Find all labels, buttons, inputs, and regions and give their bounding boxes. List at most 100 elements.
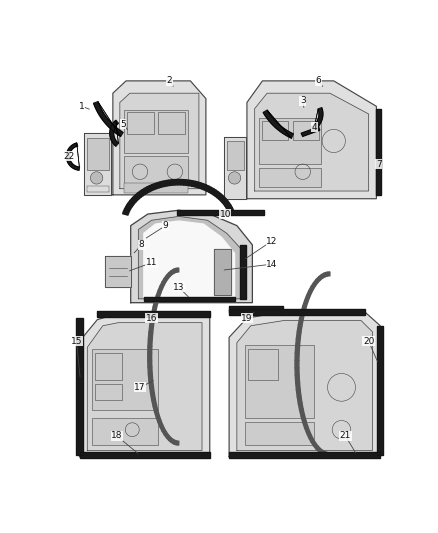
- Polygon shape: [77, 318, 83, 455]
- Polygon shape: [197, 182, 201, 188]
- Polygon shape: [174, 440, 177, 445]
- Polygon shape: [307, 431, 311, 438]
- Polygon shape: [224, 137, 246, 199]
- Text: 22: 22: [63, 152, 74, 161]
- Polygon shape: [155, 183, 159, 189]
- Polygon shape: [138, 216, 242, 299]
- Bar: [293, 121, 319, 140]
- Polygon shape: [151, 393, 155, 401]
- Polygon shape: [127, 203, 133, 207]
- Bar: [259, 168, 321, 187]
- Bar: [92, 418, 158, 445]
- Polygon shape: [177, 210, 264, 215]
- Bar: [95, 384, 122, 400]
- Polygon shape: [189, 180, 193, 186]
- Bar: [124, 183, 188, 192]
- Polygon shape: [151, 312, 155, 320]
- Polygon shape: [149, 380, 153, 388]
- Polygon shape: [94, 102, 123, 136]
- Polygon shape: [147, 186, 152, 192]
- Bar: [87, 138, 109, 170]
- Polygon shape: [321, 450, 325, 456]
- Polygon shape: [174, 268, 177, 273]
- Polygon shape: [124, 209, 130, 213]
- Polygon shape: [149, 185, 154, 190]
- Polygon shape: [237, 320, 372, 450]
- Polygon shape: [295, 368, 299, 375]
- Polygon shape: [311, 439, 315, 446]
- Text: 18: 18: [111, 431, 123, 440]
- Polygon shape: [67, 143, 79, 170]
- Polygon shape: [298, 318, 303, 326]
- Text: 11: 11: [146, 258, 157, 267]
- Text: 1: 1: [79, 102, 85, 111]
- Polygon shape: [319, 448, 322, 454]
- Polygon shape: [150, 386, 154, 394]
- Polygon shape: [148, 353, 152, 360]
- Bar: [245, 345, 314, 418]
- Polygon shape: [155, 410, 159, 418]
- Polygon shape: [158, 420, 162, 427]
- Text: 19: 19: [241, 313, 253, 322]
- Polygon shape: [158, 286, 162, 293]
- Bar: [124, 110, 188, 152]
- Text: 17: 17: [134, 383, 146, 392]
- Polygon shape: [319, 274, 322, 280]
- Polygon shape: [131, 197, 138, 202]
- Polygon shape: [155, 295, 159, 303]
- Polygon shape: [227, 208, 233, 212]
- Polygon shape: [144, 221, 235, 297]
- Bar: [127, 112, 154, 134]
- Polygon shape: [300, 408, 304, 417]
- Polygon shape: [148, 346, 152, 353]
- Polygon shape: [301, 306, 306, 314]
- Polygon shape: [166, 434, 170, 441]
- Polygon shape: [303, 420, 307, 429]
- Polygon shape: [153, 301, 158, 309]
- Polygon shape: [377, 326, 383, 455]
- Text: 9: 9: [162, 221, 169, 230]
- Polygon shape: [152, 306, 156, 314]
- Text: 21: 21: [340, 431, 351, 440]
- Bar: [124, 156, 188, 183]
- Polygon shape: [324, 272, 327, 277]
- Text: 8: 8: [139, 240, 145, 249]
- Text: 5: 5: [120, 119, 126, 128]
- Polygon shape: [110, 120, 118, 146]
- Polygon shape: [297, 332, 301, 340]
- Bar: [248, 349, 278, 379]
- Polygon shape: [80, 314, 210, 457]
- Polygon shape: [171, 439, 174, 444]
- Polygon shape: [180, 180, 184, 185]
- Text: 2: 2: [166, 76, 172, 85]
- Bar: [259, 118, 321, 164]
- Polygon shape: [157, 182, 162, 188]
- Polygon shape: [84, 133, 111, 195]
- Polygon shape: [309, 435, 313, 442]
- Polygon shape: [163, 181, 167, 187]
- Text: 13: 13: [173, 283, 184, 292]
- Polygon shape: [296, 382, 300, 390]
- Polygon shape: [138, 191, 143, 197]
- Polygon shape: [297, 395, 302, 404]
- Polygon shape: [201, 184, 207, 190]
- Polygon shape: [131, 210, 252, 303]
- Polygon shape: [295, 353, 299, 361]
- Polygon shape: [191, 181, 195, 187]
- Polygon shape: [314, 443, 318, 449]
- Polygon shape: [130, 199, 136, 204]
- Polygon shape: [219, 196, 225, 200]
- Polygon shape: [321, 273, 325, 278]
- Polygon shape: [148, 332, 153, 340]
- Bar: [227, 141, 244, 170]
- Polygon shape: [220, 197, 226, 203]
- Polygon shape: [152, 399, 156, 407]
- Polygon shape: [211, 189, 216, 195]
- Polygon shape: [297, 389, 301, 397]
- Bar: [95, 353, 122, 379]
- Polygon shape: [312, 108, 323, 130]
- Polygon shape: [149, 325, 153, 333]
- Text: 3: 3: [300, 96, 306, 106]
- Polygon shape: [175, 180, 178, 185]
- Circle shape: [90, 172, 103, 184]
